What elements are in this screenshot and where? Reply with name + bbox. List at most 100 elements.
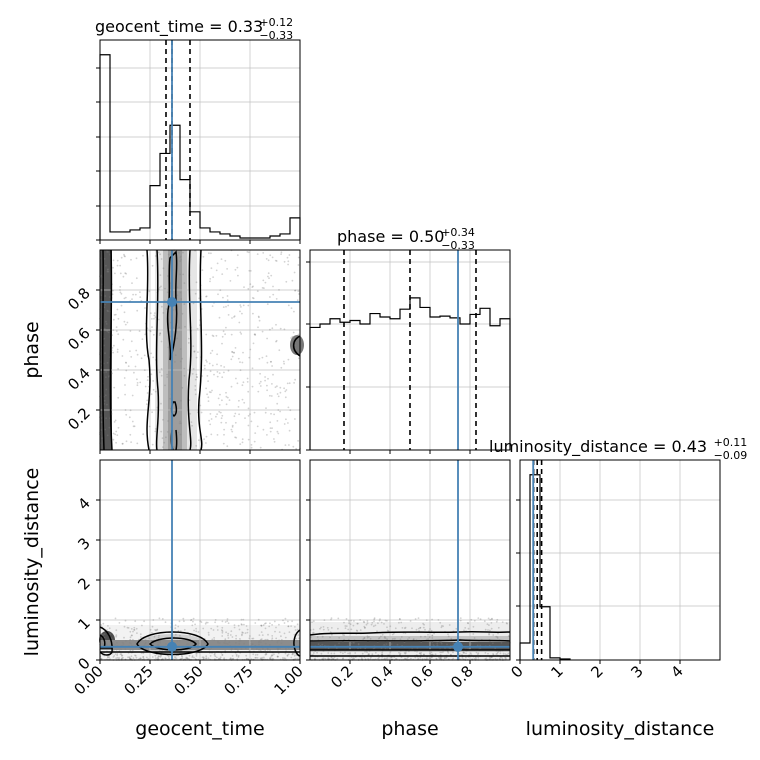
- sample-point: [247, 407, 250, 410]
- sample-point: [487, 652, 489, 655]
- truth-point: [167, 297, 177, 307]
- sample-point: [124, 393, 126, 396]
- sample-point: [497, 651, 499, 654]
- sample-point: [247, 304, 250, 307]
- sample-point: [395, 658, 397, 660]
- sample-point: [211, 349, 214, 352]
- sample-point: [185, 656, 188, 659]
- sample-point: [123, 377, 126, 379]
- contour-line: [309, 630, 511, 636]
- sample-point: [443, 656, 446, 659]
- sample-point: [107, 268, 109, 271]
- sample-point: [142, 433, 145, 436]
- sample-point: [149, 628, 152, 631]
- sample-point: [215, 334, 218, 337]
- sample-point: [225, 631, 228, 634]
- sample-point: [322, 626, 325, 628]
- sample-point: [277, 652, 280, 655]
- sample-point: [101, 417, 103, 419]
- sample-point: [407, 656, 409, 659]
- hist-grid-luminosity_distance: [519, 460, 720, 660]
- sample-point: [237, 406, 240, 408]
- luminosity_distance-tick-label: 1: [74, 614, 93, 633]
- sample-point: [194, 393, 197, 396]
- sample-point: [271, 657, 274, 660]
- sample-point: [204, 642, 206, 644]
- sample-point: [227, 369, 230, 372]
- sample-point: [499, 652, 502, 655]
- sample-point: [462, 651, 465, 654]
- sample-point: [124, 648, 127, 651]
- histogram-step-phase: [309, 297, 511, 450]
- sample-point: [138, 330, 141, 332]
- sample-point: [143, 369, 146, 371]
- sample-point: [160, 368, 163, 370]
- sample-point: [251, 367, 254, 370]
- sample-point: [452, 642, 455, 644]
- sample-point: [108, 296, 111, 298]
- sample-point: [133, 629, 136, 631]
- sample-point: [260, 624, 263, 627]
- sample-point: [485, 657, 488, 660]
- sample-point: [419, 652, 422, 655]
- sample-point: [267, 633, 269, 636]
- sample-point: [342, 652, 344, 655]
- sample-point: [106, 403, 108, 406]
- sample-point: [284, 444, 287, 446]
- sample-point: [258, 640, 261, 643]
- sample-point: [386, 626, 388, 629]
- sample-point: [245, 654, 248, 657]
- sample-point: [348, 620, 350, 622]
- sample-point: [265, 652, 267, 655]
- sample-point: [423, 623, 425, 626]
- sample-point: [264, 376, 266, 378]
- sample-point: [434, 653, 437, 656]
- sample-point: [247, 438, 250, 441]
- sample-point: [124, 323, 127, 326]
- sample-point: [186, 658, 189, 660]
- sample-point: [123, 636, 125, 639]
- sample-point: [178, 422, 181, 425]
- sample-point: [243, 286, 245, 288]
- sample-point: [279, 386, 282, 389]
- sample-point: [174, 656, 176, 658]
- sample-point: [134, 654, 136, 657]
- sample-point: [496, 637, 499, 639]
- sample-point: [133, 629, 136, 631]
- sample-point: [149, 330, 152, 332]
- sample-point: [179, 433, 182, 436]
- sample-point: [234, 268, 237, 271]
- sample-point: [264, 622, 266, 625]
- sample-point: [371, 621, 374, 624]
- sample-point: [160, 430, 163, 433]
- sample-point: [278, 623, 280, 626]
- histogram-step-luminosity_distance: [519, 474, 571, 660]
- sample-point: [386, 638, 388, 641]
- sample-point: [221, 414, 224, 417]
- sample-point: [344, 625, 347, 627]
- sample-point: [462, 651, 465, 653]
- sample-point: [350, 642, 352, 645]
- sample-point: [445, 656, 447, 659]
- sample-point: [240, 618, 243, 621]
- sample-point: [162, 446, 164, 448]
- sample-point: [257, 315, 260, 318]
- sample-point: [103, 306, 106, 309]
- sample-point: [152, 619, 155, 621]
- sample-point: [162, 267, 165, 270]
- sample-point: [231, 317, 233, 319]
- sample-point: [132, 657, 135, 659]
- sample-point: [183, 282, 186, 284]
- sample-point: [288, 429, 291, 432]
- sample-point: [211, 305, 214, 307]
- sample-point: [276, 641, 279, 644]
- sample-point: [389, 650, 392, 653]
- sample-point: [295, 447, 298, 450]
- sample-point: [160, 402, 162, 405]
- sample-point: [494, 658, 497, 660]
- sample-point: [154, 629, 157, 631]
- sample-point: [270, 360, 272, 363]
- sample-point: [411, 627, 413, 630]
- sample-point: [294, 629, 297, 631]
- sample-point: [331, 633, 333, 636]
